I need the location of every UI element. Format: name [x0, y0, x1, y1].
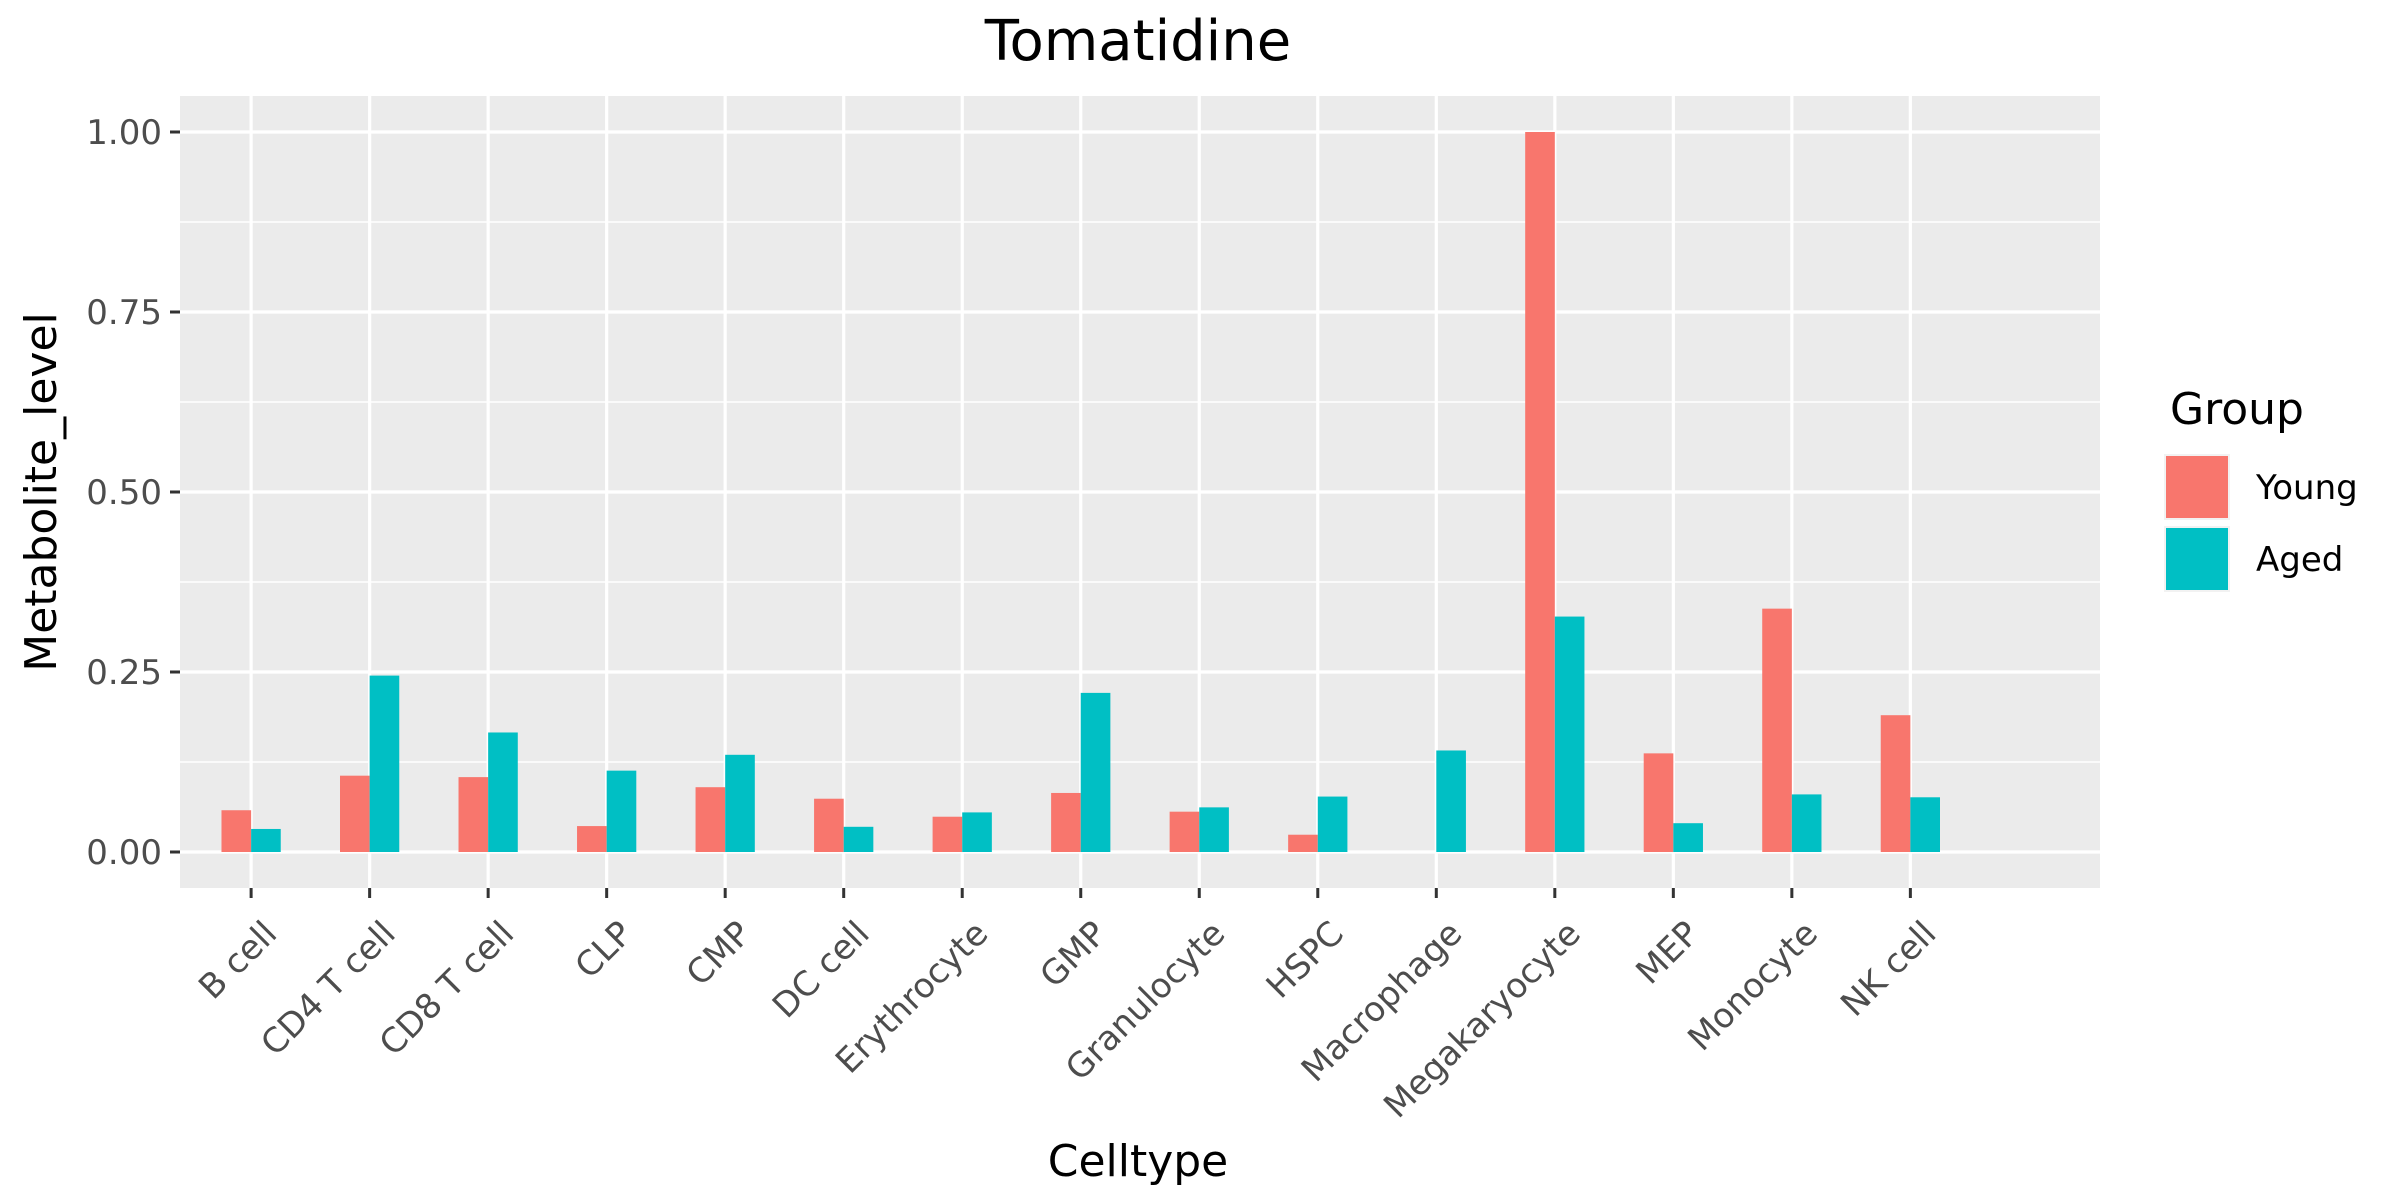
y-axis-title: Metabolite_level: [16, 312, 67, 672]
bar-young: [1880, 715, 1911, 852]
bar-aged: [1436, 750, 1466, 852]
bar-aged: [488, 732, 518, 852]
bar-aged: [369, 675, 400, 852]
bar-aged: [843, 826, 874, 852]
bar-young: [577, 826, 607, 852]
bar-aged: [251, 828, 281, 852]
bar-young: [458, 777, 489, 852]
bar-aged: [725, 754, 755, 852]
bar-young: [1169, 811, 1200, 852]
legend-label-young: Young: [2255, 468, 2358, 508]
bar-young: [695, 787, 726, 852]
bar-aged: [1673, 823, 1703, 852]
bar-young: [932, 816, 963, 852]
bar-aged: [962, 812, 992, 852]
bar-aged: [1791, 794, 1822, 852]
y-tick-label: 0.00: [86, 833, 162, 873]
y-axis: 0.00 0.25 0.50 0.75 1.00: [86, 113, 180, 873]
legend-swatch-aged: [2166, 528, 2228, 590]
legend-swatch-young: [2166, 456, 2228, 518]
y-tick-label: 0.25: [86, 653, 162, 693]
bar-young: [1643, 753, 1674, 852]
legend-title: Group: [2170, 384, 2304, 435]
bar-young: [221, 810, 252, 852]
bar-aged: [1199, 807, 1229, 852]
bar-young: [814, 798, 844, 852]
bar-aged: [1317, 796, 1348, 852]
legend: Group Young Aged: [2164, 384, 2358, 592]
bar-aged: [1910, 797, 1940, 852]
bar-young: [1525, 132, 1555, 852]
bar-young: [1762, 608, 1792, 852]
bar-young: [1051, 792, 1081, 852]
bar-aged: [606, 770, 637, 852]
y-tick-label: 0.50: [86, 473, 162, 513]
bar-aged: [1080, 692, 1111, 852]
bars: [221, 132, 1940, 852]
bar-young: [340, 775, 370, 852]
chart-title: Tomatidine: [984, 9, 1291, 74]
y-tick-label: 1.00: [86, 113, 162, 153]
bar-young: [1288, 834, 1318, 852]
y-tick-label: 0.75: [86, 293, 162, 333]
x-axis-title: Celltype: [1048, 1136, 1229, 1187]
bar-aged: [1554, 616, 1585, 852]
legend-label-aged: Aged: [2256, 540, 2343, 580]
